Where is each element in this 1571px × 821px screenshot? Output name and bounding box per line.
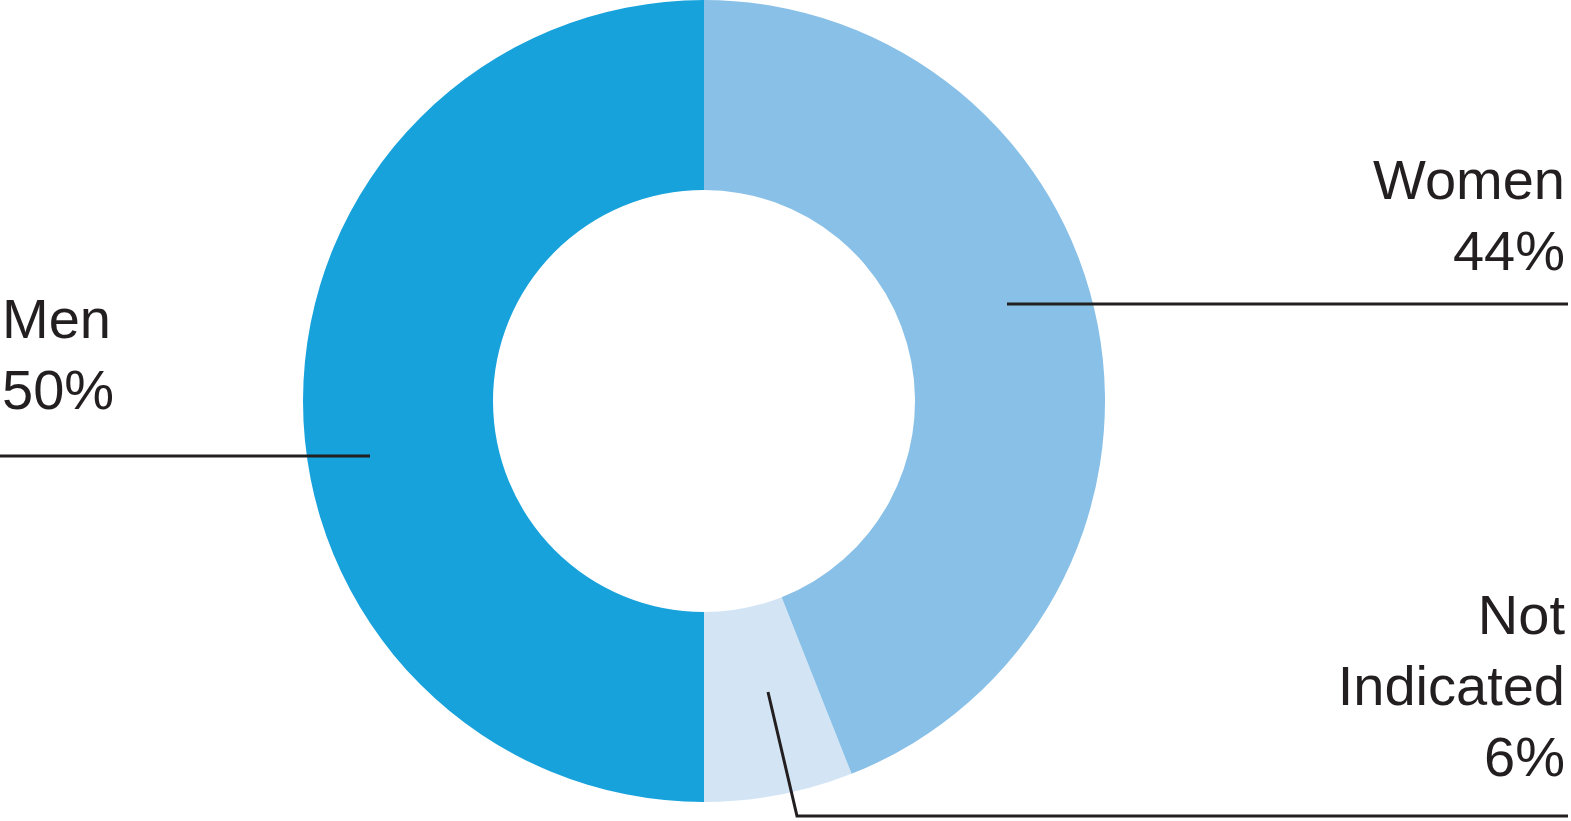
svg-text:Women44%: Women44% (1373, 148, 1563, 282)
svg-text:Men50%: Men50% (8, 287, 114, 421)
svg-text:NotIndicated6%: NotIndicated6% (1338, 583, 1563, 788)
